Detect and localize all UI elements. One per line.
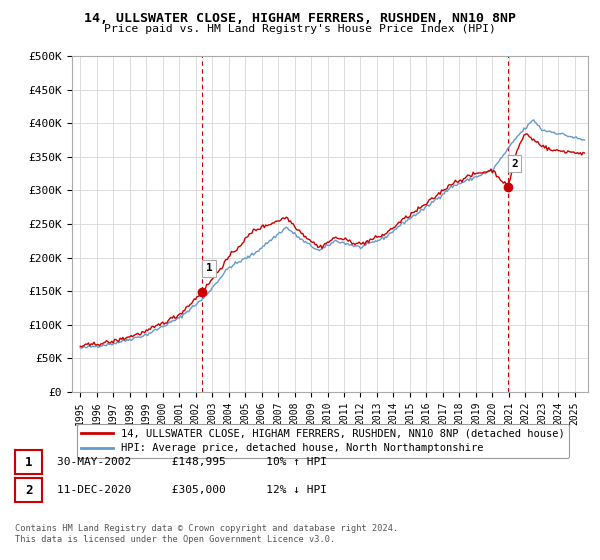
Text: Price paid vs. HM Land Registry's House Price Index (HPI): Price paid vs. HM Land Registry's House … [104, 24, 496, 34]
Text: 2: 2 [511, 158, 518, 169]
Legend: 14, ULLSWATER CLOSE, HIGHAM FERRERS, RUSHDEN, NN10 8NP (detached house), HPI: Av: 14, ULLSWATER CLOSE, HIGHAM FERRERS, RUS… [77, 424, 569, 458]
Text: 1: 1 [206, 263, 212, 273]
Text: 2: 2 [25, 483, 32, 497]
Text: 30-MAY-2002      £148,995      10% ↑ HPI: 30-MAY-2002 £148,995 10% ↑ HPI [57, 457, 327, 467]
Text: Contains HM Land Registry data © Crown copyright and database right 2024.: Contains HM Land Registry data © Crown c… [15, 524, 398, 533]
Text: 14, ULLSWATER CLOSE, HIGHAM FERRERS, RUSHDEN, NN10 8NP: 14, ULLSWATER CLOSE, HIGHAM FERRERS, RUS… [84, 12, 516, 25]
Text: 1: 1 [25, 455, 32, 469]
Text: This data is licensed under the Open Government Licence v3.0.: This data is licensed under the Open Gov… [15, 534, 335, 544]
Text: 11-DEC-2020      £305,000      12% ↓ HPI: 11-DEC-2020 £305,000 12% ↓ HPI [57, 485, 327, 495]
